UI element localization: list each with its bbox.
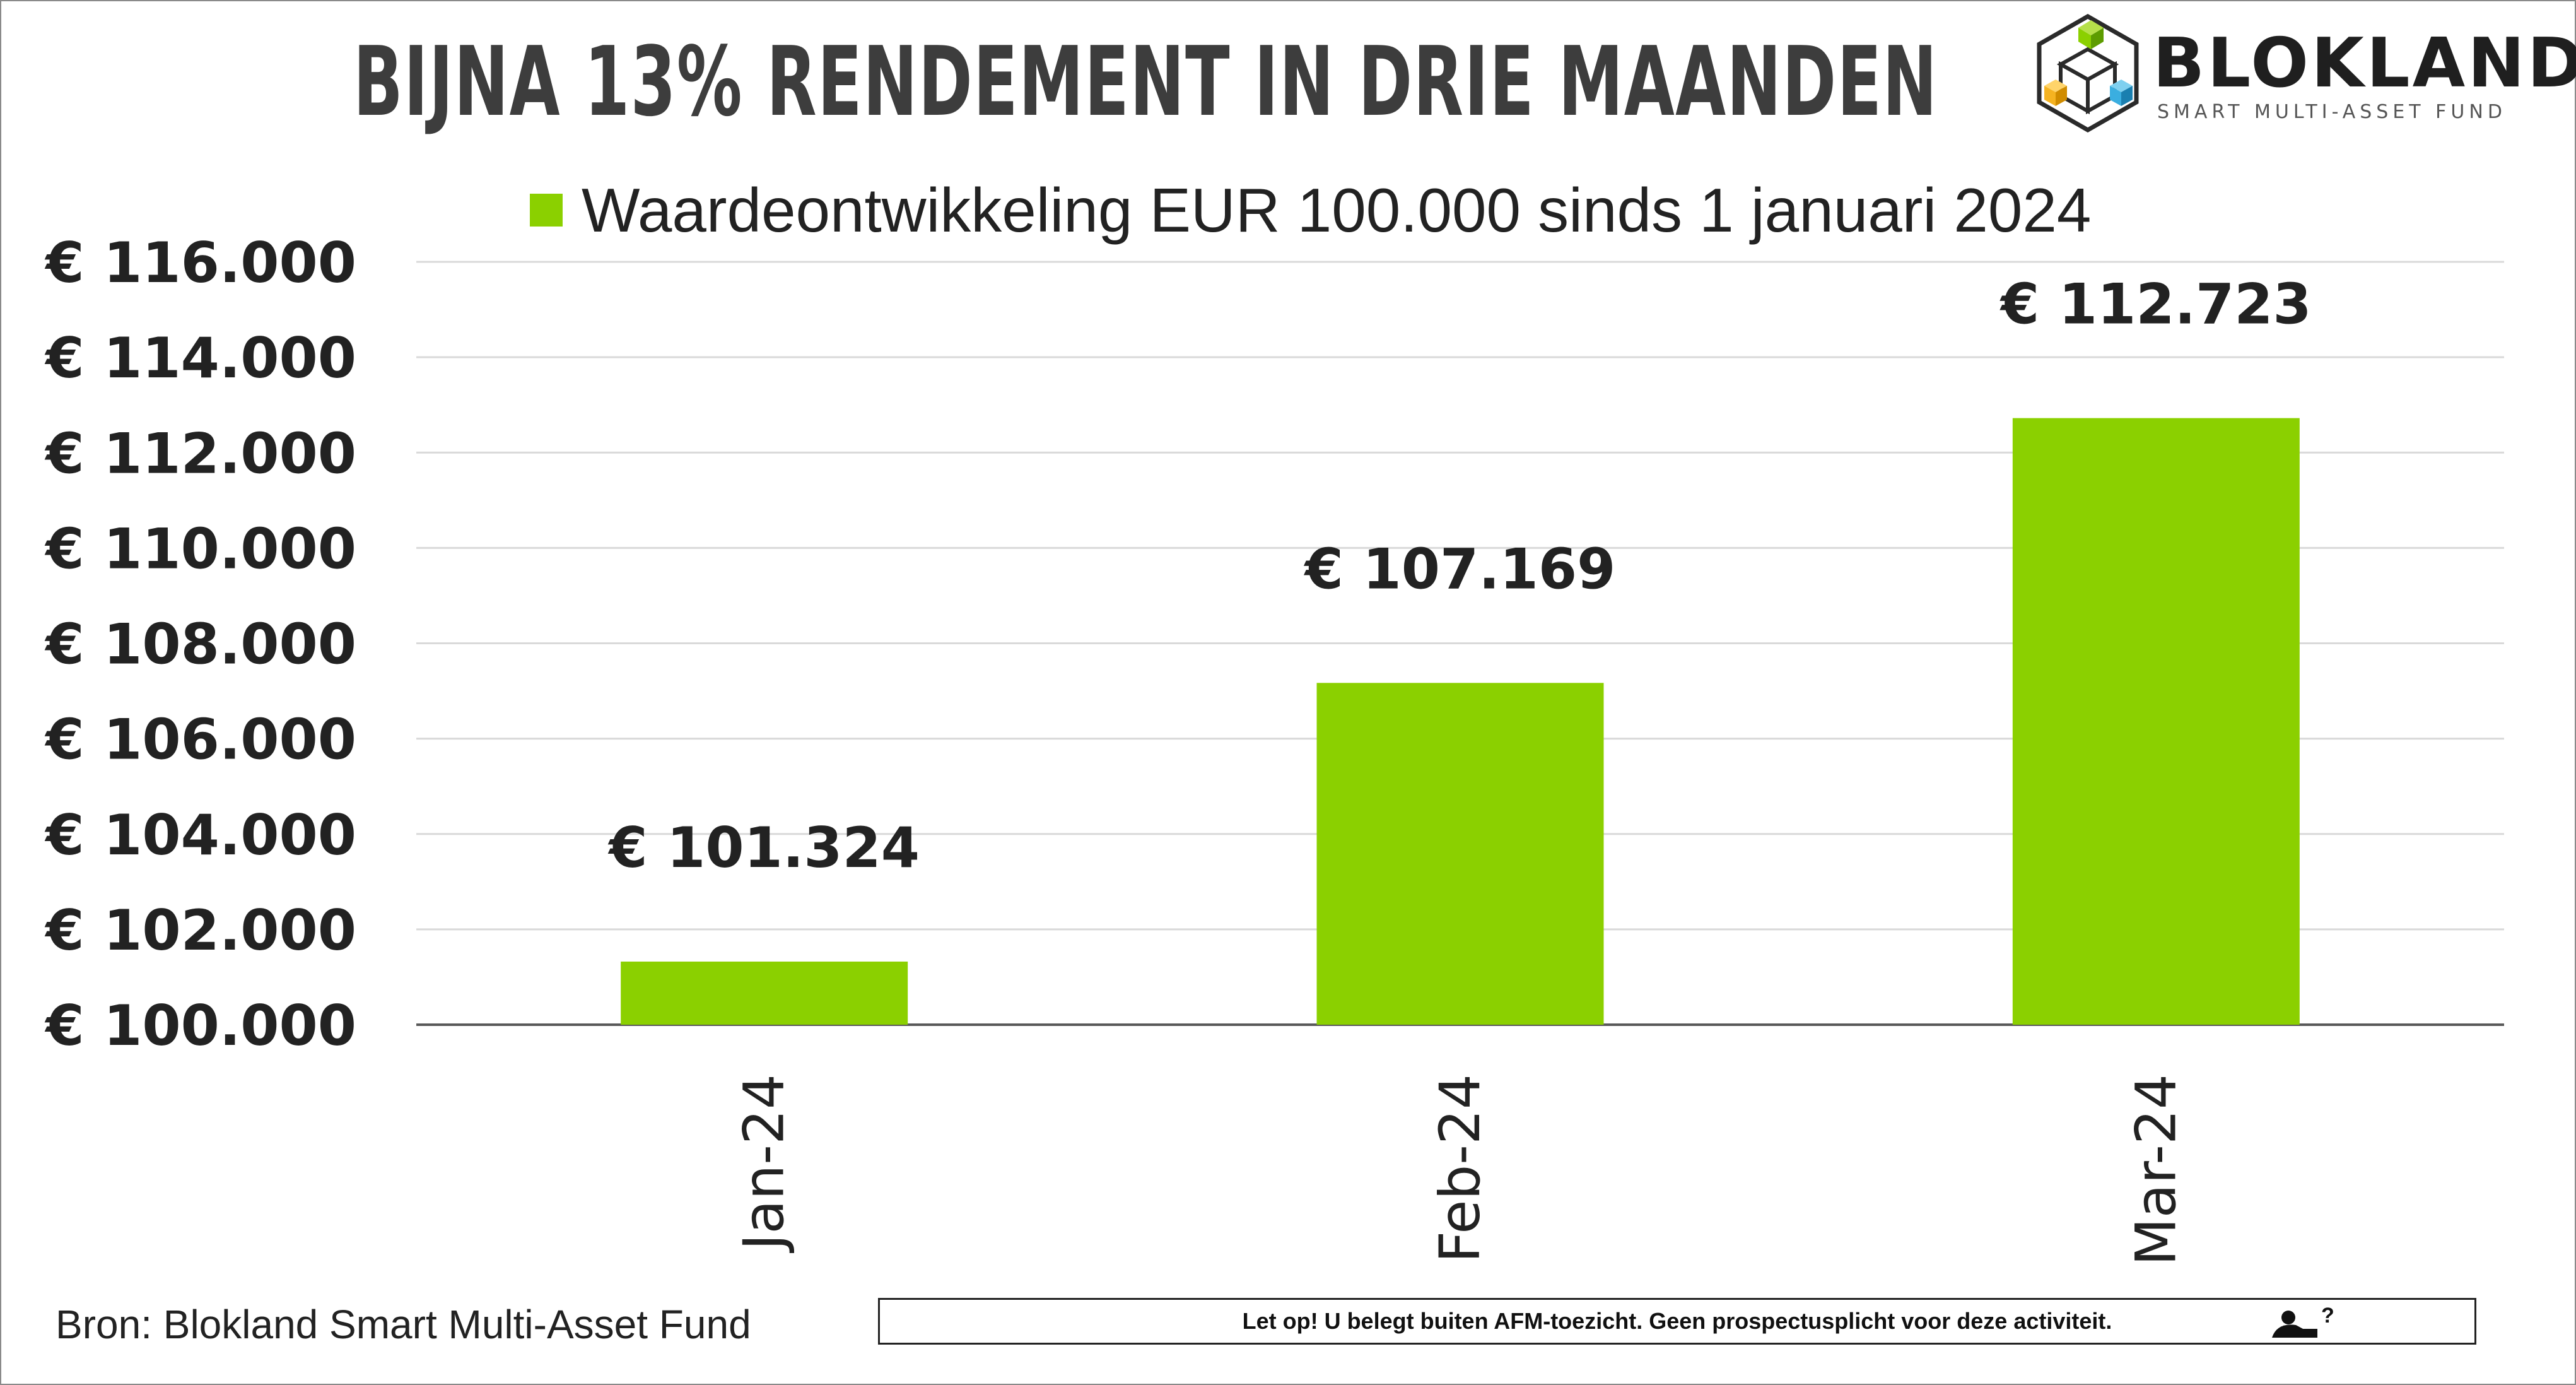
legend-label: Waardeontwikkeling EUR 100.000 sinds 1 j… [582,175,2092,245]
y-axis-tick-labels: € 100.000 € 102.000 € 104.000 € 106.000 € 10… [44,230,356,1058]
chart-legend: Waardeontwikkeling EUR 100.000 sinds 1 j… [530,169,2091,251]
afm-disclaimer-text: Let op! U belegt buiten AFM-toezicht. Ge… [1242,1308,2112,1334]
y-tick-label: € 110.000 [44,516,356,581]
bar-mar-24 [2012,418,2300,1025]
svg-text:?: ? [2321,1304,2334,1328]
bars [621,418,2300,1025]
x-tick-label-jan-24: Jan-24 [732,1074,797,1253]
afm-disclaimer-box: Let op! U belegt buiten AFM-toezicht. Ge… [878,1298,2476,1345]
x-axis-tick-labels: Jan-24 Feb-24 Mar-24 [732,1074,2189,1266]
logo-wordmark: BLOKLAND [2153,24,2576,103]
y-tick-label: € 114.000 [44,326,356,391]
logo-tagline: SMART MULTI-ASSET FUND [2157,101,2507,123]
bar-feb-24 [1316,683,1604,1025]
bar-data-labels: € 101.324 € 107.169 € 112.723 [607,272,2311,880]
y-tick-label: € 102.000 [44,898,356,963]
y-tick-label: € 108.000 [44,612,356,677]
y-tick-label: € 116.000 [44,230,356,295]
y-tick-label: € 104.000 [44,803,356,868]
y-tick-label: € 100.000 [44,993,356,1058]
source-note: Bron: Blokland Smart Multi-Asset Fund [56,1302,751,1347]
data-label-jan-24: € 101.324 [607,815,920,880]
x-tick-label-mar-24: Mar-24 [2123,1074,2188,1266]
afm-warning-icon: ? [2272,1304,2334,1338]
bar-jan-24 [621,961,908,1025]
blokland-logo: BLOKLAND SMART MULTI-ASSET FUND [2028,11,2576,138]
y-tick-label: € 112.000 [44,421,356,486]
isometric-cubes-logo-icon [2037,13,2139,133]
data-label-feb-24: € 107.169 [1304,536,1616,601]
legend-swatch [530,194,563,227]
x-tick-label-feb-24: Feb-24 [1427,1074,1492,1263]
y-tick-label: € 106.000 [44,707,356,772]
data-label-mar-24: € 112.723 [1999,272,2312,337]
